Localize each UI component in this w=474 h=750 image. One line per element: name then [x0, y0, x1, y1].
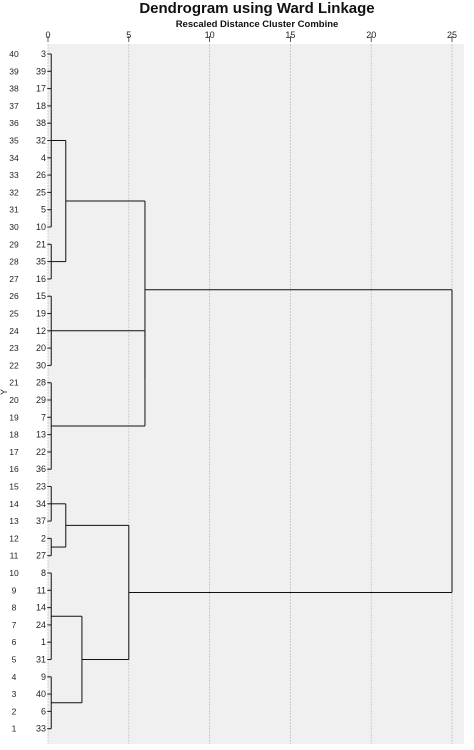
- row-position-label: 2: [12, 706, 17, 716]
- leaf-label: 23: [36, 482, 46, 492]
- row-position-label: 35: [9, 136, 19, 146]
- row-position-label: 24: [9, 326, 19, 336]
- leaf-label: 36: [36, 464, 46, 474]
- leaf-label: 18: [36, 101, 46, 111]
- leaf-label: 7: [41, 412, 46, 422]
- row-position-label: 13: [9, 516, 19, 526]
- row-position-label: 8: [12, 603, 17, 613]
- row-position-label: 34: [9, 153, 19, 163]
- leaf-label: 2: [41, 533, 46, 543]
- leaf-label: 40: [36, 689, 46, 699]
- row-position-label: 4: [12, 672, 17, 682]
- row-position-label: 15: [9, 482, 19, 492]
- row-position-label: 14: [9, 499, 19, 509]
- leaf-label: 16: [36, 274, 46, 284]
- row-position-label: 7: [12, 620, 17, 630]
- row-position-label: 10: [9, 568, 19, 578]
- row-position-label: 28: [9, 257, 19, 267]
- chart-subtitle: Rescaled Distance Cluster Combine: [176, 19, 339, 30]
- row-position-label: 23: [9, 343, 19, 353]
- row-position-label: 38: [9, 84, 19, 94]
- leaf-label: 12: [36, 326, 46, 336]
- leaf-label: 25: [36, 187, 46, 197]
- x-axis-ticks: 0 5 10 15 20 25: [45, 30, 457, 42]
- leaf-label: 5: [41, 205, 46, 215]
- leaf-label: 13: [36, 430, 46, 440]
- x-tick-label: 10: [205, 30, 215, 40]
- leaf-label: 34: [36, 499, 46, 509]
- leaf-label: 17: [36, 84, 46, 94]
- leaf-label: 8: [41, 568, 46, 578]
- leaf-label: 4: [41, 153, 46, 163]
- row-position-label: 18: [9, 430, 19, 440]
- x-tick-label: 0: [45, 30, 50, 40]
- row-position-label: 9: [12, 585, 17, 595]
- row-position-label: 30: [9, 222, 19, 232]
- leaf-label: 26: [36, 170, 46, 180]
- y-axis-label: Y: [0, 389, 9, 395]
- row-position-label: 22: [9, 360, 19, 370]
- row-position-label: 17: [9, 447, 19, 457]
- leaf-label: 24: [36, 620, 46, 630]
- x-tick-label: 15: [285, 30, 295, 40]
- row-position-label: 37: [9, 101, 19, 111]
- x-tick-label: 5: [126, 30, 131, 40]
- x-tick-label: 20: [366, 30, 376, 40]
- row-position-label: 20: [9, 395, 19, 405]
- leaf-label: 1: [41, 637, 46, 647]
- leaf-label: 14: [36, 603, 46, 613]
- leaf-label: 35: [36, 257, 46, 267]
- leaf-label: 29: [36, 395, 46, 405]
- row-position-label: 31: [9, 205, 19, 215]
- row-position-label: 1: [12, 724, 17, 734]
- row-position-label: 33: [9, 170, 19, 180]
- leaf-label: 11: [37, 585, 46, 595]
- row-position-label: 39: [9, 66, 19, 76]
- row-position-labels: 4039383736353433323130292827262524232221…: [9, 49, 19, 734]
- dendrogram-links: [48, 53, 453, 730]
- leaf-label: 28: [36, 378, 46, 388]
- x-tick-label: 25: [447, 30, 457, 40]
- leaf-label: 20: [36, 343, 46, 353]
- leaf-label: 27: [36, 551, 46, 561]
- leaf-label: 37: [36, 516, 46, 526]
- leaf-label: 9: [41, 672, 46, 682]
- row-position-label: 16: [9, 464, 19, 474]
- row-position-label: 25: [9, 309, 19, 319]
- leaf-label: 38: [36, 118, 46, 128]
- leaf-labels: 3391718383242625510213516151912203028297…: [36, 49, 50, 734]
- row-position-label: 21: [9, 378, 19, 388]
- leaf-label: 22: [36, 447, 46, 457]
- row-position-label: 26: [9, 291, 19, 301]
- row-position-label: 29: [9, 239, 19, 249]
- row-position-label: 36: [9, 118, 19, 128]
- leaf-label: 33: [36, 724, 46, 734]
- row-position-label: 19: [9, 412, 19, 422]
- leaf-label: 32: [36, 136, 46, 146]
- leaf-label: 15: [36, 291, 46, 301]
- row-position-label: 6: [12, 637, 17, 647]
- row-position-label: 12: [9, 533, 19, 543]
- plot-area: [48, 44, 464, 744]
- leaf-label: 30: [36, 360, 46, 370]
- row-position-label: 32: [9, 187, 19, 197]
- leaf-label: 6: [41, 706, 46, 716]
- row-position-label: 11: [10, 551, 19, 561]
- row-position-label: 27: [9, 274, 19, 284]
- row-position-label: 40: [9, 49, 19, 59]
- leaf-label: 3: [41, 49, 46, 59]
- row-position-label: 5: [12, 655, 17, 665]
- chart-title: Dendrogram using Ward Linkage: [139, 0, 374, 17]
- leaf-label: 21: [36, 239, 46, 249]
- leaf-label: 19: [36, 309, 46, 319]
- leaf-label: 31: [36, 655, 46, 665]
- leaf-label: 39: [36, 66, 46, 76]
- row-position-label: 3: [12, 689, 17, 699]
- leaf-label: 10: [36, 222, 46, 232]
